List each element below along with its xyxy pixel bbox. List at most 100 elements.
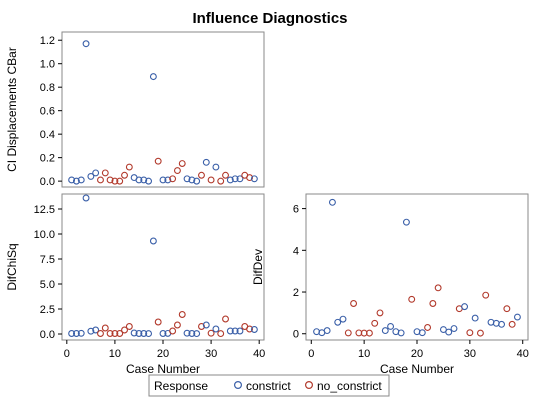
difdev-x-tick-label: 0: [308, 348, 314, 360]
cbar-y-tick-label: 0.8: [40, 82, 55, 94]
cbar-point-no_constrict: [217, 177, 225, 185]
difchisq-x-tick-label: 10: [109, 348, 121, 360]
difdev-y-axis-label: DifDev: [251, 249, 265, 285]
cbar-point-no_constrict: [106, 176, 114, 184]
cbar-point-constrict: [236, 175, 244, 183]
cbar-point-constrict: [250, 175, 258, 183]
legend-label-constrict: constrict: [246, 379, 291, 393]
difdev-y-tick-label: 0: [293, 329, 299, 341]
difchisq-plot-frame: [61, 193, 265, 341]
difdev-point-no_constrict: [344, 329, 352, 337]
difdev-x-tick-label: 30: [464, 348, 476, 360]
difchisq-x-tick-label: 20: [157, 348, 169, 360]
difchisq-point-no_constrict: [154, 318, 162, 326]
cbar-point-constrict: [149, 73, 157, 81]
difchisq-point-constrict: [92, 326, 100, 334]
difdev-y-tick-label: 4: [293, 245, 299, 257]
cbar-point-constrict: [68, 176, 76, 184]
legend-title: Response: [154, 379, 208, 393]
cbar-point-constrict: [140, 176, 148, 184]
difchisq-point-constrict: [183, 329, 191, 337]
difchisq-point-constrict: [68, 330, 76, 337]
cbar-point-constrict: [145, 177, 153, 185]
difdev-point-no_constrict: [503, 305, 511, 313]
cbar-point-no_constrict: [125, 163, 133, 171]
difchisq-point-constrict: [87, 327, 95, 335]
cbar-point-no_constrict: [173, 167, 181, 175]
difdev-y-tick-label: 2: [293, 287, 299, 299]
chart-title: Influence Diagnostics: [192, 10, 347, 27]
difchisq-point-constrict: [226, 327, 234, 335]
difchisq-panel: 0.0 2.5 5.0 7.5 10.0 12.5 DifChiSq 0 10 20 30 40 Cas…: [5, 193, 265, 376]
cbar-point-no_constrict: [207, 176, 215, 184]
cbar-point-constrict: [164, 176, 172, 184]
difdev-point-constrict: [439, 326, 447, 334]
difchisq-point-constrict: [130, 329, 138, 337]
difchisq-point-no_constrict: [106, 330, 114, 337]
difchisq-y-tick-label: 10.0: [34, 229, 55, 241]
difdev-point-no_constrict: [434, 284, 442, 292]
cbar-point-no_constrict: [101, 169, 109, 177]
difchisq-y-tick-label: 5.0: [40, 279, 55, 291]
cbar-point-no_constrict: [154, 157, 162, 165]
cbar-point-constrict: [183, 175, 191, 183]
difdev-point-no_constrict: [466, 329, 474, 337]
cbar-point-no_constrict: [111, 177, 119, 185]
cbar-point-no_constrict: [116, 177, 124, 185]
cbar-point-constrict: [226, 176, 234, 184]
difchisq-point-constrict: [202, 321, 210, 329]
cbar-point-constrict: [159, 176, 167, 184]
difchisq-point-no_constrict: [101, 324, 109, 332]
difchisq-point-constrict: [140, 330, 148, 337]
difchisq-point-constrict: [82, 194, 90, 202]
difdev-y-tick-label: 6: [293, 204, 299, 216]
difdev-point-constrict: [450, 325, 458, 332]
difdev-point-no_constrict: [371, 319, 379, 327]
difdev-plot-frame: [305, 193, 529, 341]
difdev-point-constrict: [381, 327, 389, 335]
difdev-point-no_constrict: [476, 329, 484, 337]
difdev-point-no_constrict: [424, 324, 432, 331]
difdev-panel: 0 2 4 6 DifDev 0 10 20 30 40 Case Number: [251, 193, 529, 376]
cbar-point-constrict: [82, 40, 90, 48]
difdev-point-no_constrict: [350, 300, 358, 307]
difchisq-point-constrict: [72, 330, 80, 337]
cbar-y-tick-label: 0.4: [40, 129, 55, 141]
difchisq-x-tick-label: 30: [205, 348, 217, 360]
cbar-point-no_constrict: [169, 175, 177, 183]
difchisq-point-constrict: [250, 326, 258, 333]
difdev-x-tick-label: 20: [411, 348, 423, 360]
difchisq-y-axis-label: DifChiSq: [5, 243, 19, 290]
difchisq-point-constrict: [231, 327, 239, 335]
difdev-point-constrict: [513, 313, 521, 321]
cbar-point-constrict: [77, 176, 85, 184]
difdev-x-tick-label: 10: [358, 348, 370, 360]
difdev-point-constrict: [498, 320, 506, 328]
difdev-x-axis-label: Case Number: [380, 362, 454, 376]
difdev-point-constrict: [387, 322, 395, 330]
difchisq-y-tick-label: 0.0: [40, 329, 55, 341]
difchisq-point-constrict: [159, 330, 167, 337]
difchisq-point-no_constrict: [246, 325, 254, 333]
difdev-point-constrict: [418, 329, 426, 337]
difdev-point-constrict: [397, 329, 405, 337]
difdev-point-constrict: [471, 314, 479, 322]
difdev-point-no_constrict: [365, 329, 373, 337]
difchisq-point-constrict: [236, 327, 244, 335]
cbar-point-constrict: [231, 175, 239, 183]
difdev-point-no_constrict: [482, 291, 490, 299]
cbar-point-no_constrict: [198, 171, 205, 179]
cbar-point-constrict: [188, 176, 196, 184]
cbar-y-axis-label: CI Displacements CBar: [5, 47, 19, 172]
cbar-point-constrict: [202, 158, 210, 166]
difdev-point-constrict: [339, 315, 347, 323]
difdev-x-tick-label: 40: [517, 348, 529, 360]
difchisq-y-tick-label: 7.5: [40, 254, 55, 266]
difchisq-point-no_constrict: [207, 329, 215, 337]
difchisq-point-no_constrict: [198, 323, 205, 330]
difchisq-point-constrict: [149, 237, 157, 245]
difchisq-point-no_constrict: [111, 330, 119, 337]
difchisq-x-tick-label: 40: [253, 348, 265, 360]
difdev-point-no_constrict: [508, 320, 516, 328]
cbar-point-no_constrict: [178, 160, 186, 167]
